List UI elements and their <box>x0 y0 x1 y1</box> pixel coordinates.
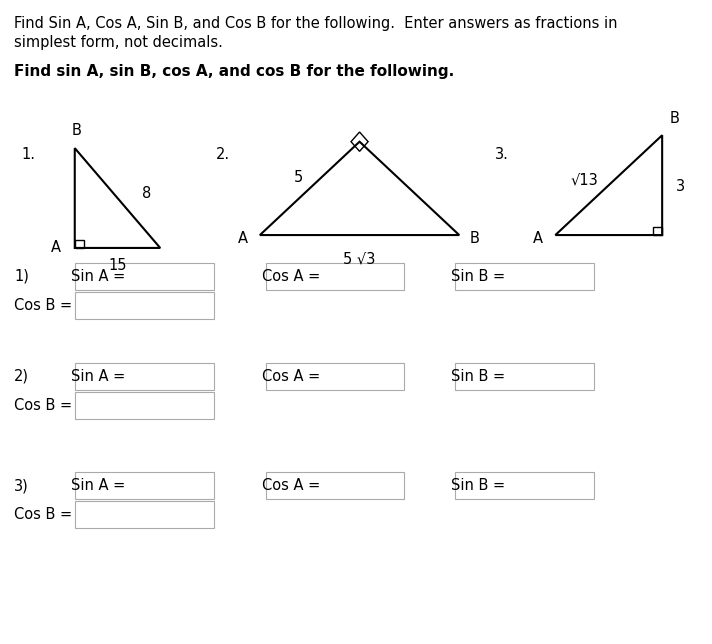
Bar <box>75 501 214 528</box>
Text: Cos B =: Cos B = <box>14 397 73 413</box>
Text: 15: 15 <box>108 258 127 272</box>
Text: Sin A =: Sin A = <box>71 269 125 284</box>
Bar <box>75 472 214 499</box>
Text: B: B <box>72 124 82 138</box>
Bar <box>75 263 214 290</box>
Text: 2): 2) <box>14 368 29 384</box>
Text: 2.: 2. <box>216 147 230 162</box>
Text: 8: 8 <box>142 185 152 201</box>
Bar <box>75 392 214 419</box>
Text: 5: 5 <box>293 169 303 185</box>
Text: Sin B =: Sin B = <box>451 368 506 384</box>
Text: Find Sin A, Cos A, Sin B, and Cos B for the following.  Enter answers as fractio: Find Sin A, Cos A, Sin B, and Cos B for … <box>14 16 618 31</box>
Bar <box>266 263 404 290</box>
Text: 1.: 1. <box>21 147 36 162</box>
Text: 3.: 3. <box>495 147 508 162</box>
Bar <box>75 363 214 390</box>
Text: Cos B =: Cos B = <box>14 298 73 313</box>
Text: Cos A =: Cos A = <box>262 269 320 284</box>
Text: B: B <box>470 231 480 246</box>
Bar <box>266 472 404 499</box>
Text: simplest form, not decimals.: simplest form, not decimals. <box>14 35 223 50</box>
Text: 1): 1) <box>14 269 29 284</box>
Text: Sin B =: Sin B = <box>451 269 506 284</box>
Text: 5 √3: 5 √3 <box>343 251 376 266</box>
Text: A: A <box>533 231 543 246</box>
Text: Cos A =: Cos A = <box>262 368 320 384</box>
Text: Sin B =: Sin B = <box>451 478 506 493</box>
Text: Cos A =: Cos A = <box>262 478 320 493</box>
Bar <box>455 263 594 290</box>
Text: 3): 3) <box>14 478 29 493</box>
Text: Cos B =: Cos B = <box>14 507 73 522</box>
Text: Sin A =: Sin A = <box>71 368 125 384</box>
Bar <box>266 363 404 390</box>
Text: Sin A =: Sin A = <box>71 478 125 493</box>
Text: √13: √13 <box>570 173 598 188</box>
Text: A: A <box>238 231 248 246</box>
Text: A: A <box>51 240 61 256</box>
Text: 3: 3 <box>676 179 686 194</box>
Bar <box>75 292 214 319</box>
Text: Find sin A, sin B, cos A, and cos B for the following.: Find sin A, sin B, cos A, and cos B for … <box>14 64 454 79</box>
Bar <box>455 363 594 390</box>
Text: B: B <box>669 111 679 126</box>
Bar <box>455 472 594 499</box>
